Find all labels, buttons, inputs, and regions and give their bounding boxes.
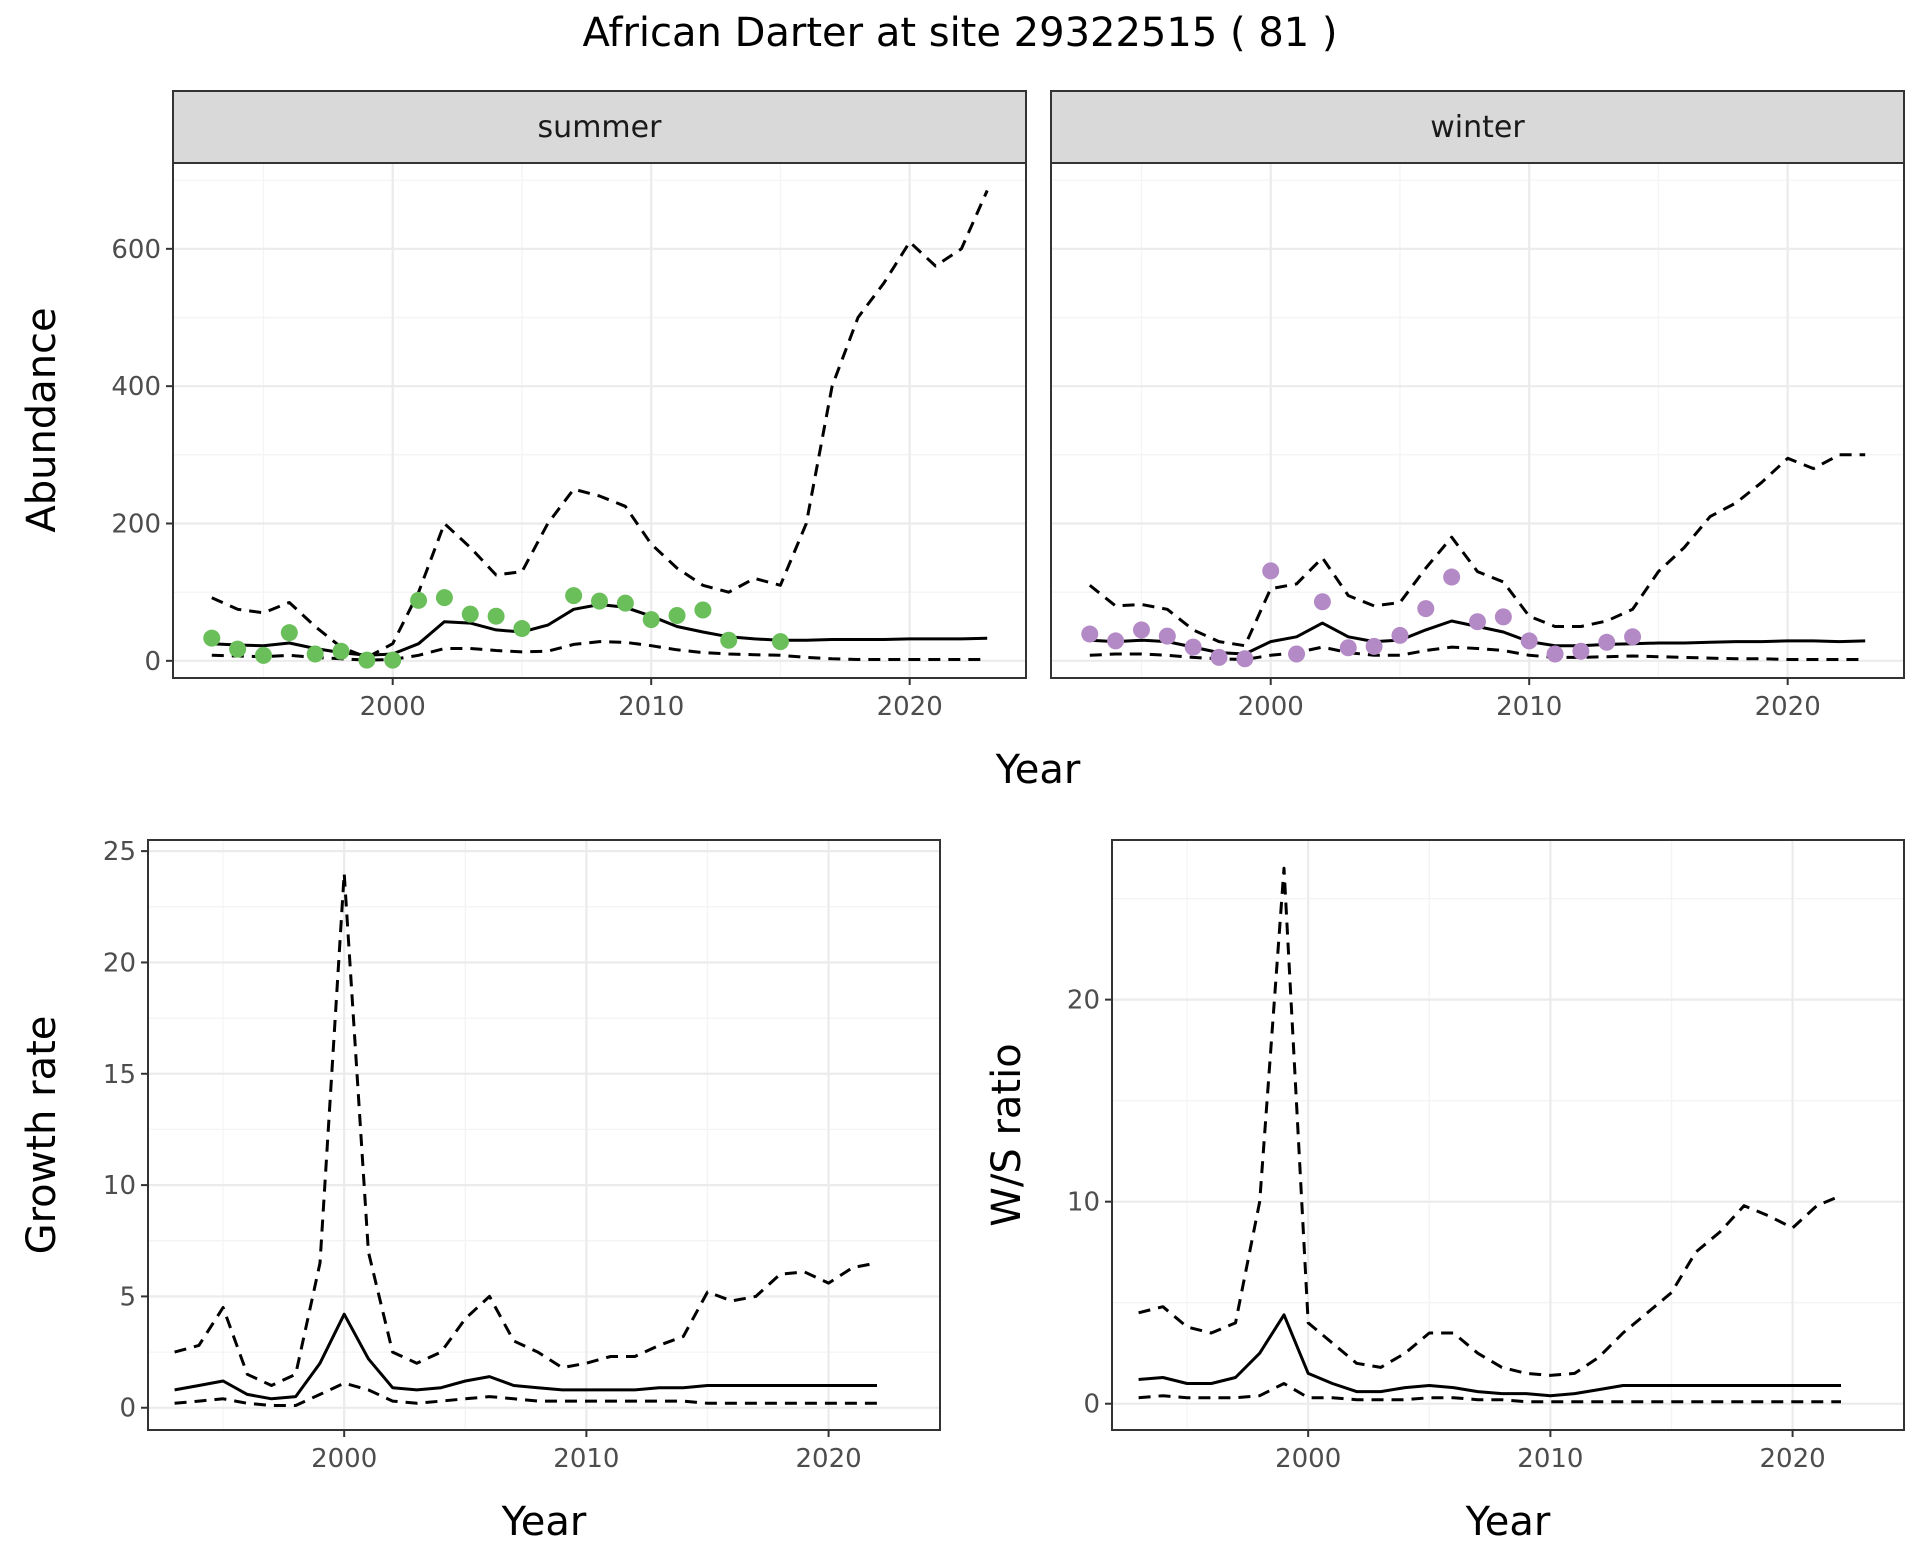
series-line-bound-1 bbox=[174, 871, 878, 1387]
data-point bbox=[513, 620, 531, 638]
data-point bbox=[1391, 626, 1409, 644]
data-point bbox=[720, 631, 738, 649]
data-point bbox=[384, 651, 402, 669]
data-point bbox=[1572, 642, 1590, 660]
y-tick-label: 0 bbox=[1083, 1390, 1100, 1420]
panel-border bbox=[147, 839, 941, 1431]
series-line-estimate bbox=[174, 1312, 877, 1401]
data-point bbox=[668, 607, 686, 625]
y-tick-label: 400 bbox=[111, 372, 161, 402]
y-tick-label: 200 bbox=[111, 510, 161, 540]
y-axis-title: Growth rate bbox=[19, 1016, 65, 1255]
data-point bbox=[1494, 608, 1512, 626]
data-point bbox=[591, 592, 608, 610]
x-tick-label: 2000 bbox=[1238, 692, 1304, 722]
y-tick-label: 25 bbox=[103, 837, 136, 867]
data-point bbox=[1107, 632, 1125, 650]
series-line-bound-2 bbox=[174, 1381, 877, 1407]
data-point bbox=[1132, 621, 1150, 639]
y-tick-label: 0 bbox=[144, 647, 161, 677]
data-point bbox=[280, 624, 298, 642]
y-tick-label: 600 bbox=[111, 235, 161, 265]
data-point bbox=[642, 611, 660, 629]
data-point bbox=[1339, 639, 1357, 657]
y-tick-label: 10 bbox=[103, 1171, 136, 1201]
data-point bbox=[306, 645, 324, 663]
data-point bbox=[1546, 645, 1564, 663]
data-point bbox=[1624, 628, 1642, 646]
x-tick-label: 2020 bbox=[877, 692, 943, 722]
data-point bbox=[1443, 568, 1461, 586]
y-tick-label: 10 bbox=[1067, 1188, 1100, 1218]
data-point bbox=[616, 594, 634, 612]
x-tick-label: 2010 bbox=[1517, 1444, 1583, 1474]
data-point bbox=[1236, 650, 1254, 668]
data-point bbox=[254, 646, 272, 664]
panel-background bbox=[148, 840, 940, 1430]
data-point bbox=[435, 589, 453, 607]
x-tick-label: 2000 bbox=[360, 692, 426, 722]
x-tick-label: 2010 bbox=[1496, 692, 1562, 722]
y-tick-label: 5 bbox=[119, 1282, 136, 1312]
data-point bbox=[1210, 648, 1228, 666]
x-axis-title: Year bbox=[995, 747, 1081, 793]
series-line-bound-1 bbox=[1088, 453, 1866, 648]
y-tick-label: 20 bbox=[1067, 986, 1100, 1016]
data-point bbox=[332, 642, 350, 660]
x-tick-label: 2010 bbox=[618, 692, 684, 722]
x-tick-label: 2000 bbox=[1275, 1444, 1341, 1474]
facet-strip bbox=[1050, 90, 1905, 164]
data-point bbox=[358, 651, 376, 669]
data-point bbox=[1288, 645, 1306, 663]
data-point bbox=[771, 633, 789, 651]
x-tick-label: 2020 bbox=[796, 1444, 862, 1474]
y-axis-title: W/S ratio bbox=[984, 1043, 1030, 1226]
panel-border bbox=[1111, 839, 1905, 1431]
x-axis-title: Year bbox=[1465, 1499, 1551, 1545]
figure-title: African Darter at site 29322515 ( 81 ) bbox=[582, 10, 1337, 56]
data-point bbox=[1158, 627, 1176, 645]
series-line-estimate bbox=[1138, 1313, 1841, 1398]
data-point bbox=[229, 640, 247, 658]
data-point bbox=[1081, 625, 1099, 643]
facet-strip-label: summer bbox=[538, 110, 663, 145]
facet-strip bbox=[172, 90, 1027, 164]
data-point bbox=[487, 607, 505, 625]
data-point bbox=[1417, 600, 1435, 618]
panel-background bbox=[1051, 163, 1904, 678]
data-point bbox=[1184, 638, 1202, 656]
data-point bbox=[1313, 593, 1331, 611]
gridlines bbox=[1051, 163, 1904, 678]
data-point bbox=[694, 601, 712, 619]
data-point bbox=[410, 591, 428, 609]
y-axis-title: Abundance bbox=[19, 307, 65, 532]
x-tick-label: 2020 bbox=[1760, 1444, 1826, 1474]
data-point bbox=[1598, 633, 1616, 651]
data-point bbox=[1365, 637, 1383, 655]
facet-strip-label: winter bbox=[1430, 110, 1525, 145]
x-tick-label: 2020 bbox=[1755, 692, 1821, 722]
gridlines bbox=[1112, 840, 1904, 1430]
data-point bbox=[461, 605, 479, 623]
x-tick-label: 2000 bbox=[311, 1444, 377, 1474]
data-point bbox=[1520, 632, 1538, 650]
data-point bbox=[565, 587, 583, 605]
y-tick-label: 0 bbox=[119, 1394, 136, 1424]
x-axis-title: Year bbox=[501, 1499, 587, 1545]
series-line-bound-1 bbox=[1138, 866, 1842, 1377]
x-tick-label: 2010 bbox=[553, 1444, 619, 1474]
data-point bbox=[203, 629, 221, 647]
data-point bbox=[1262, 562, 1280, 580]
y-tick-label: 15 bbox=[103, 1060, 136, 1090]
panel-background bbox=[1112, 840, 1904, 1430]
y-tick-label: 20 bbox=[103, 948, 136, 978]
gridlines bbox=[148, 840, 940, 1430]
data-point bbox=[1469, 613, 1486, 631]
